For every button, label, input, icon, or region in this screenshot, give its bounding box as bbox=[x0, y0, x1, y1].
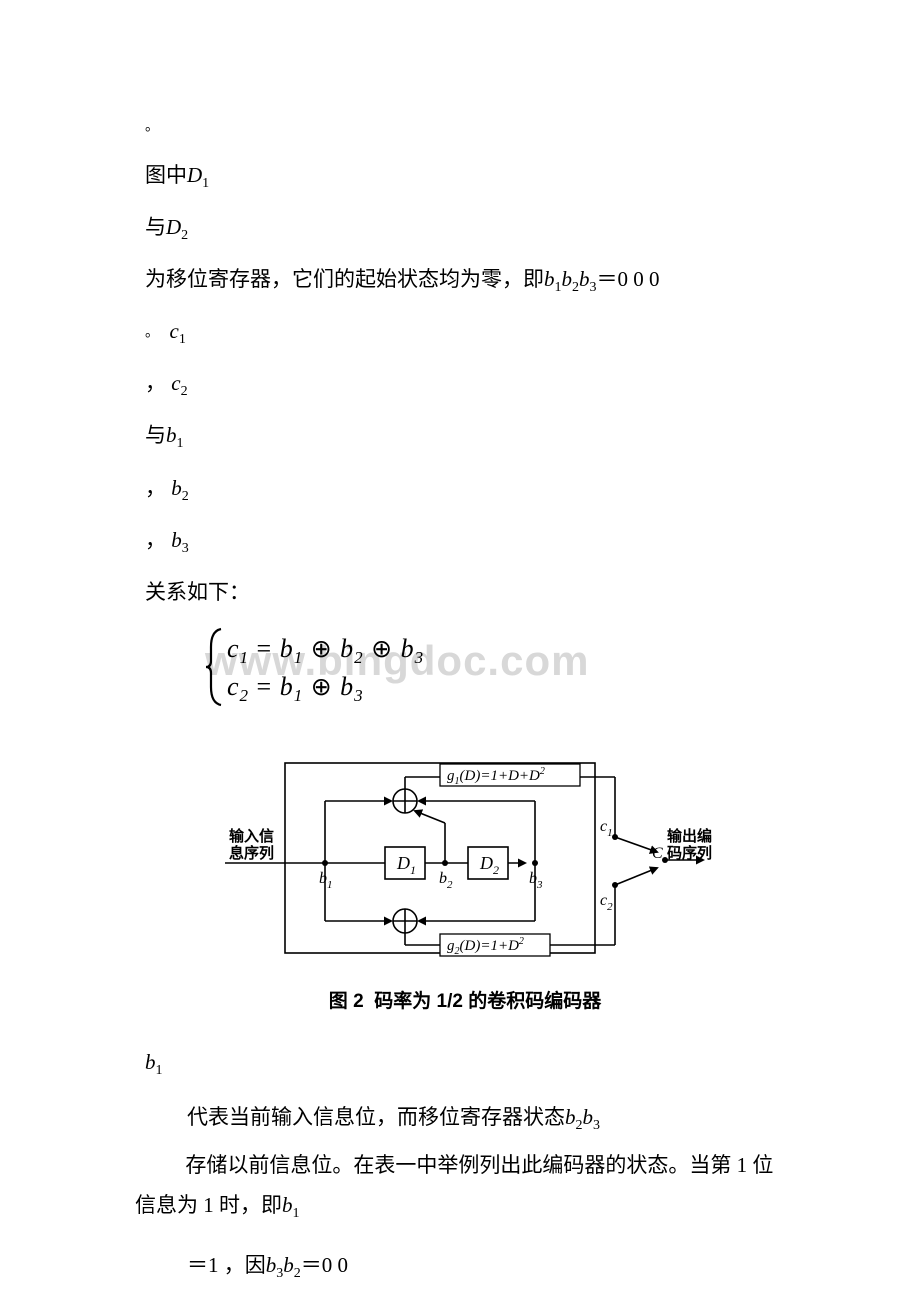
paragraph: 存储以前信息位。在表一中举例列出此编码器的状态。当第 1 位信息为 1 时，即b… bbox=[135, 1146, 785, 1228]
text-line: ， b3 bbox=[145, 525, 785, 559]
var-b: b bbox=[283, 1253, 294, 1277]
var-D: D bbox=[166, 215, 181, 239]
text-fragment: 代表当前输入信息位，而移位寄存器状态 bbox=[187, 1105, 565, 1129]
oplus-symbol: ⊕ bbox=[311, 674, 333, 701]
subscript: 3 bbox=[593, 1118, 600, 1133]
var-b: b bbox=[280, 634, 294, 663]
var-b: b bbox=[280, 672, 294, 701]
subscript: 1 bbox=[179, 332, 186, 347]
var-b: b bbox=[282, 1193, 293, 1217]
text-fragment: 存储以前信息位。在表一中举例列出此编码器的状态。当第 1 位信息为 1 时，即 bbox=[135, 1153, 773, 1217]
equals-sign: = bbox=[257, 634, 273, 663]
encoder-diagram: D1 D2 b1 b2 b3 bbox=[215, 745, 715, 980]
formula-lines: c1 = b1 ⊕ b2 ⊕ b3 c2 = b1 ⊕ b3 bbox=[227, 631, 424, 709]
var-label: c2 bbox=[600, 892, 613, 913]
equation-row: c1 = b1 ⊕ b2 ⊕ b3 bbox=[227, 631, 424, 670]
var-b: b bbox=[565, 1105, 576, 1129]
comma: ， bbox=[145, 476, 166, 500]
subscript: 2 bbox=[576, 1118, 583, 1133]
subscript: 2 bbox=[181, 228, 188, 243]
document-content: 。 图中D1 与D2 为移位寄存器，它们的起始状态均为零，即b1b2b3＝0 0… bbox=[145, 110, 785, 1288]
var-b: b bbox=[166, 423, 177, 447]
output-label: 输出编 bbox=[667, 827, 712, 845]
subscript: 2 bbox=[181, 384, 188, 399]
text-line: 与D2 bbox=[145, 212, 785, 246]
var-b: b bbox=[171, 476, 182, 500]
text-fragment: 为移位寄存器，它们的起始状态均为零，即 bbox=[145, 267, 544, 291]
subscript: 1 bbox=[156, 1063, 163, 1078]
subscript: 3 bbox=[590, 280, 597, 295]
text-line: 。 c1 bbox=[145, 316, 785, 350]
var-b: b bbox=[562, 267, 573, 291]
formula-block: www.bingdoc.com c1 = b1 ⊕ b2 ⊕ b3 c2 = b… bbox=[145, 627, 785, 717]
subscript: 2 bbox=[182, 489, 189, 504]
equation-row: c2 = b1 ⊕ b3 bbox=[227, 669, 424, 708]
text-line: 关系如下： bbox=[145, 577, 785, 609]
text-line: 为移位寄存器，它们的起始状态均为零，即b1b2b3＝0 0 0 bbox=[145, 264, 785, 298]
var-b: b bbox=[171, 528, 182, 552]
text-line: 与b1 bbox=[145, 420, 785, 454]
input-label: 输入信 bbox=[229, 827, 274, 845]
comma: ， bbox=[145, 371, 166, 395]
var-label: b2 bbox=[439, 870, 453, 891]
subscript: 2 bbox=[572, 280, 579, 295]
poly-label: g2(D)=1+D2 bbox=[447, 936, 524, 957]
var-c: c bbox=[170, 319, 179, 343]
diagram-svg: D1 D2 b1 b2 b3 bbox=[215, 745, 715, 975]
output-label: 码序列 bbox=[667, 844, 712, 862]
figure-caption: 图 2 码率为 1/2 的卷积码编码器 bbox=[145, 986, 785, 1013]
paragraph: ＝1 ，因b3b2＝0 0 bbox=[145, 1246, 785, 1288]
paragraph: 代表当前输入信息位，而移位寄存器状态b2b3 bbox=[145, 1098, 785, 1140]
paragraph: b1 bbox=[145, 1043, 785, 1085]
text-fragment: ＝0 0 bbox=[301, 1253, 348, 1277]
var-c: c bbox=[227, 672, 240, 701]
brace-icon bbox=[205, 627, 227, 707]
relation-label: 关系如下： bbox=[145, 580, 250, 604]
var-b: b bbox=[583, 1105, 594, 1129]
oplus-symbol: ⊕ bbox=[371, 636, 393, 663]
text-fragment: 与 bbox=[145, 215, 166, 239]
output-var: C bbox=[652, 845, 663, 862]
var-c: c bbox=[227, 634, 240, 663]
var-b: b bbox=[544, 267, 555, 291]
var-b: b bbox=[340, 634, 354, 663]
equals-sign: = bbox=[257, 672, 273, 701]
var-D: D bbox=[187, 163, 202, 187]
period-mark: 。 bbox=[145, 120, 159, 135]
caption-prefix: 图 2 bbox=[329, 991, 364, 1012]
text-fragment: ＝1 ，因 bbox=[187, 1253, 266, 1277]
text-line: 。 bbox=[145, 110, 785, 142]
var-b: b bbox=[340, 672, 354, 701]
subscript: 3 bbox=[182, 541, 189, 556]
var-label: c1 bbox=[600, 818, 613, 839]
period-mark: 。 bbox=[145, 326, 159, 341]
text-line: 图中D1 bbox=[145, 160, 785, 194]
var-c: c bbox=[171, 371, 180, 395]
subscript: 1 bbox=[202, 176, 209, 191]
text-fragment: 与 bbox=[145, 423, 166, 447]
text-fragment: ＝0 0 0 bbox=[597, 267, 660, 291]
text-line: ， c2 bbox=[145, 368, 785, 402]
input-label: 息序列 bbox=[229, 844, 274, 862]
text-fragment: 图中 bbox=[145, 163, 187, 187]
subscript: 2 bbox=[294, 1266, 301, 1281]
var-b: b bbox=[145, 1050, 156, 1074]
var-b: b bbox=[401, 634, 415, 663]
var-label: b3 bbox=[529, 870, 543, 891]
subscript: 1 bbox=[177, 437, 184, 452]
comma: ， bbox=[145, 528, 166, 552]
subscript: 1 bbox=[555, 280, 562, 295]
poly-label: g1(D)=1+D+D2 bbox=[447, 766, 545, 787]
var-b: b bbox=[266, 1253, 277, 1277]
subscript: 1 bbox=[293, 1206, 300, 1221]
text-line: ， b2 bbox=[145, 473, 785, 507]
oplus-symbol: ⊕ bbox=[311, 636, 333, 663]
var-b: b bbox=[579, 267, 590, 291]
caption-text: 码率为 1/2 的卷积码编码器 bbox=[374, 991, 601, 1012]
